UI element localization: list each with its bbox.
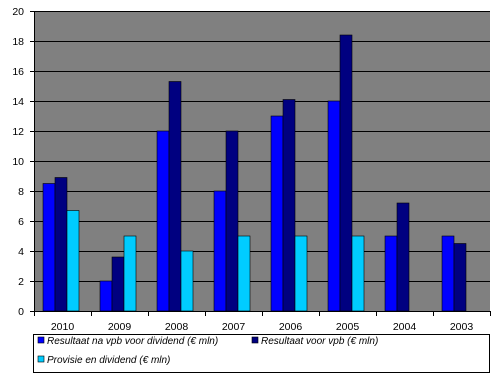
gridlines: [34, 11, 490, 312]
bar-s3-2009: [123, 235, 137, 312]
bar-s1-2009: [99, 280, 113, 312]
bar-s2-2007: [225, 130, 239, 312]
bar-s2-2003: [453, 243, 467, 312]
y-tick-label-16: 16: [12, 66, 24, 78]
bar-s1-2007: [213, 190, 227, 312]
y-tick-label-14: 14: [12, 96, 24, 108]
legend-label-1: Resultaat na vpb voor dividend (€ mln): [47, 336, 218, 347]
x-tick-label-2005: 2005: [336, 321, 360, 333]
x-tick-labels: 2010 2009 2008 2007 2006 2005 2004 2003: [51, 321, 474, 333]
y-tick-label-2: 2: [18, 276, 24, 288]
x-tick-label-2006: 2006: [279, 321, 303, 333]
bar-s2-2005: [339, 34, 353, 312]
legend-swatch-2: [251, 336, 259, 344]
x-tick-label-2004: 2004: [393, 321, 417, 333]
bar-s3-2006: [294, 235, 308, 312]
y-tick-label-20: 20: [12, 6, 24, 18]
legend-label-3: Provisie en dividend (€ mln): [47, 355, 170, 366]
x-tick-label-2003: 2003: [450, 321, 474, 333]
bar-s2-2010: [54, 177, 68, 312]
legend-box: [33, 334, 490, 373]
y-tick-label-12: 12: [12, 126, 24, 138]
legend-swatch-3: [37, 355, 45, 363]
y-tick-label-10: 10: [12, 156, 24, 168]
bar-s2-2004: [396, 202, 410, 312]
bar-s1-2004: [384, 235, 398, 312]
y-tick-label-0: 0: [18, 306, 24, 318]
x-tick-label-2007: 2007: [222, 321, 246, 333]
y-tick-label-4: 4: [18, 246, 24, 258]
legend-label-2: Resultaat voor vpb (€ mln): [261, 336, 378, 347]
bar-s2-2008: [168, 81, 182, 312]
bar-s3-2010: [66, 210, 80, 312]
bar-s2-2009: [111, 256, 125, 312]
x-tick-label-2008: 2008: [165, 321, 189, 333]
y-tick-label-6: 6: [18, 216, 24, 228]
bar-s1-2003: [441, 235, 455, 312]
bar-s1-2008: [156, 130, 170, 312]
bar-s3-2007: [237, 235, 251, 312]
y-tick-label-8: 8: [18, 186, 24, 198]
y-tick-labels: 0 2 4 6 8 10 12 14 16 18 20: [12, 6, 24, 318]
y-tick-label-18: 18: [12, 36, 24, 48]
bar-s1-2005: [327, 100, 341, 312]
bar-s1-2010: [42, 183, 56, 312]
legend: Resultaat na vpb voor dividend (€ mln) Re…: [33, 334, 490, 373]
bar-s3-2008: [180, 250, 194, 312]
bar-s1-2006: [270, 115, 284, 312]
axes: [30, 11, 491, 316]
x-tick-label-2009: 2009: [108, 321, 132, 333]
bar-s3-2005: [351, 235, 365, 312]
x-tick-label-2010: 2010: [51, 321, 75, 333]
legend-swatch-1: [37, 336, 45, 344]
bar-s2-2006: [282, 99, 296, 312]
